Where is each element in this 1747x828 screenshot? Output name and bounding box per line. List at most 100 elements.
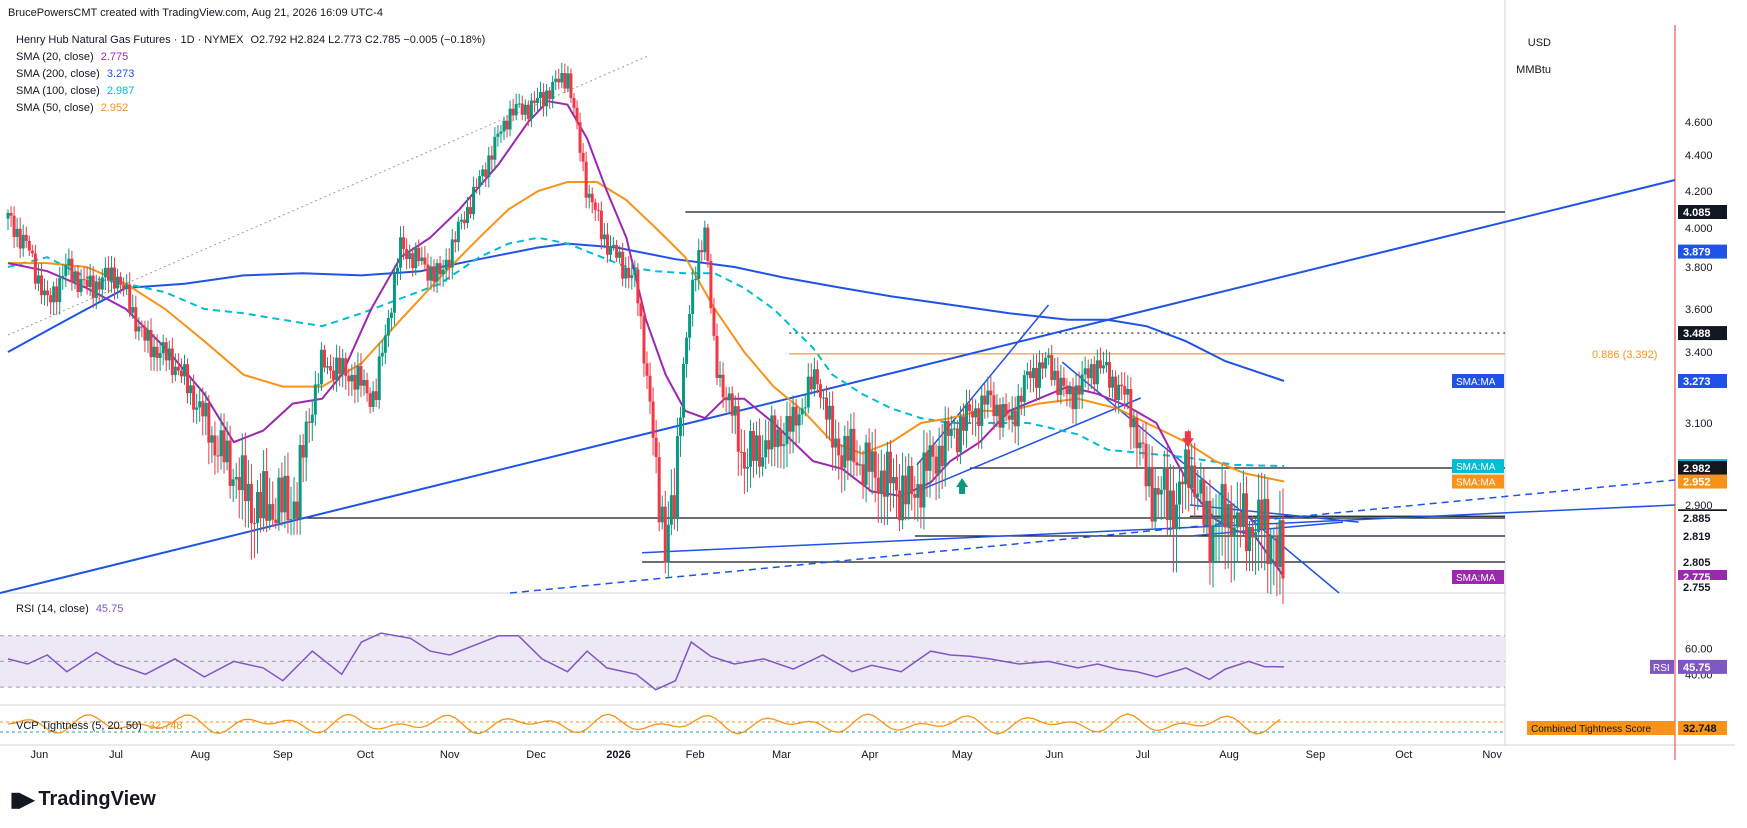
sma20-line [7, 100, 1285, 578]
legend-sma20-value: 2.775 [100, 51, 129, 63]
candle-body [1098, 360, 1102, 369]
candle-body [752, 430, 756, 461]
candle-body [116, 276, 120, 289]
rsi-legend[interactable]: RSI (14, close) 45.75 [16, 603, 123, 615]
candle-body [249, 483, 253, 524]
candle-body [383, 335, 387, 353]
candle-body [566, 73, 570, 89]
candle-body [1217, 522, 1221, 524]
candle-body [1214, 523, 1218, 526]
price-label-text: 2.805 [1683, 557, 1711, 569]
candle-body [310, 414, 314, 423]
candle-body [423, 257, 427, 265]
candle-body [672, 495, 676, 517]
candle-body [49, 295, 53, 303]
chart-credit: BrucePowersCMT created with TradingView.… [8, 7, 384, 19]
candle-body [697, 250, 701, 279]
candle-body [828, 405, 832, 420]
price-label-2.755: 2.755 [1678, 580, 1727, 594]
candle-body [447, 259, 451, 268]
candle-body [843, 436, 847, 468]
candle-body [359, 366, 363, 386]
candle-body [332, 370, 336, 380]
legend-sma20[interactable]: SMA (20, close) 2.775 [16, 51, 128, 63]
candle-body [76, 271, 80, 292]
candle-body [106, 267, 110, 281]
candle-body [858, 464, 862, 466]
price-label-box [1678, 374, 1727, 388]
candle-body [259, 491, 263, 519]
price-label-3.879: 3.879 [1678, 244, 1727, 259]
candle-body [496, 133, 500, 137]
candle-body [654, 437, 658, 458]
legend-sma50[interactable]: SMA (50, close) 2.952 [16, 102, 128, 114]
candle-body [103, 267, 107, 278]
candle-body [965, 404, 969, 431]
candle-body [767, 440, 771, 450]
axis-currency: USD [1527, 37, 1551, 49]
candle-body [1138, 442, 1142, 449]
candle-body [15, 228, 19, 237]
candle-body [137, 326, 141, 332]
candle-body [1041, 362, 1045, 369]
candle-body [1156, 488, 1160, 495]
vcp-legend[interactable]: VCP Tightness (5, 20, 50) 32.748 [16, 720, 182, 732]
candle-body [657, 457, 661, 523]
candle-body [968, 404, 972, 412]
rsi-value-label: 45.75 [1683, 662, 1711, 674]
legend-ohlc: O2.792 H2.824 L2.773 C2.785 −0.005 (−0.1… [250, 34, 486, 46]
candle-body [557, 78, 561, 83]
candle-body [618, 251, 622, 258]
candle-body [639, 303, 643, 317]
candle-body [134, 307, 138, 332]
legend-sma50-value: 2.952 [100, 102, 129, 114]
candle-body [1211, 525, 1215, 563]
legend-sma100[interactable]: SMA (100, close) 2.987 [16, 85, 134, 97]
candle-body [916, 484, 920, 498]
x-tick-label: Feb [686, 749, 705, 761]
candle-body [462, 219, 466, 224]
candle-body [6, 212, 10, 219]
candle-body [1229, 503, 1233, 537]
candle-body [192, 385, 196, 410]
candle-body [441, 269, 445, 275]
candle-body [1053, 370, 1057, 380]
x-tick-label: Oct [1395, 749, 1412, 761]
candle-body [1254, 532, 1258, 538]
candle-body [161, 342, 165, 354]
candle-body [243, 455, 247, 502]
candle-body [584, 161, 588, 198]
price-label-box [1678, 511, 1727, 525]
candle-body [846, 436, 850, 461]
candle-body [1223, 484, 1227, 528]
candle-body [1220, 484, 1224, 523]
candle-body [1095, 360, 1099, 385]
candle-body [560, 73, 564, 83]
candle-body [1263, 498, 1267, 530]
candle-body [380, 352, 384, 357]
candle-body [12, 215, 16, 237]
candle-body [195, 407, 199, 410]
price-label-text: 2.885 [1683, 513, 1711, 525]
candle-body [207, 402, 211, 443]
candle-body [986, 390, 990, 405]
candle-body [1126, 388, 1130, 395]
lower-support-line [642, 504, 1676, 554]
x-tick-label: Nov [440, 749, 460, 761]
candle-body [252, 523, 256, 525]
candle-body [602, 234, 606, 240]
candle-body [526, 104, 530, 119]
candle-body [685, 337, 689, 364]
candle-body [225, 440, 229, 463]
candle-body [1123, 386, 1127, 395]
candle-body [85, 279, 89, 287]
candle-body [146, 329, 150, 341]
candle-body [806, 376, 810, 408]
candle-body [1068, 387, 1072, 395]
legend-sma200[interactable]: SMA (200, close) 3.273 [16, 68, 134, 80]
candle-body [1266, 498, 1270, 565]
sma50-line [8, 181, 1285, 483]
candle-body [198, 401, 202, 408]
y-tick-label: 3.800 [1685, 262, 1713, 274]
